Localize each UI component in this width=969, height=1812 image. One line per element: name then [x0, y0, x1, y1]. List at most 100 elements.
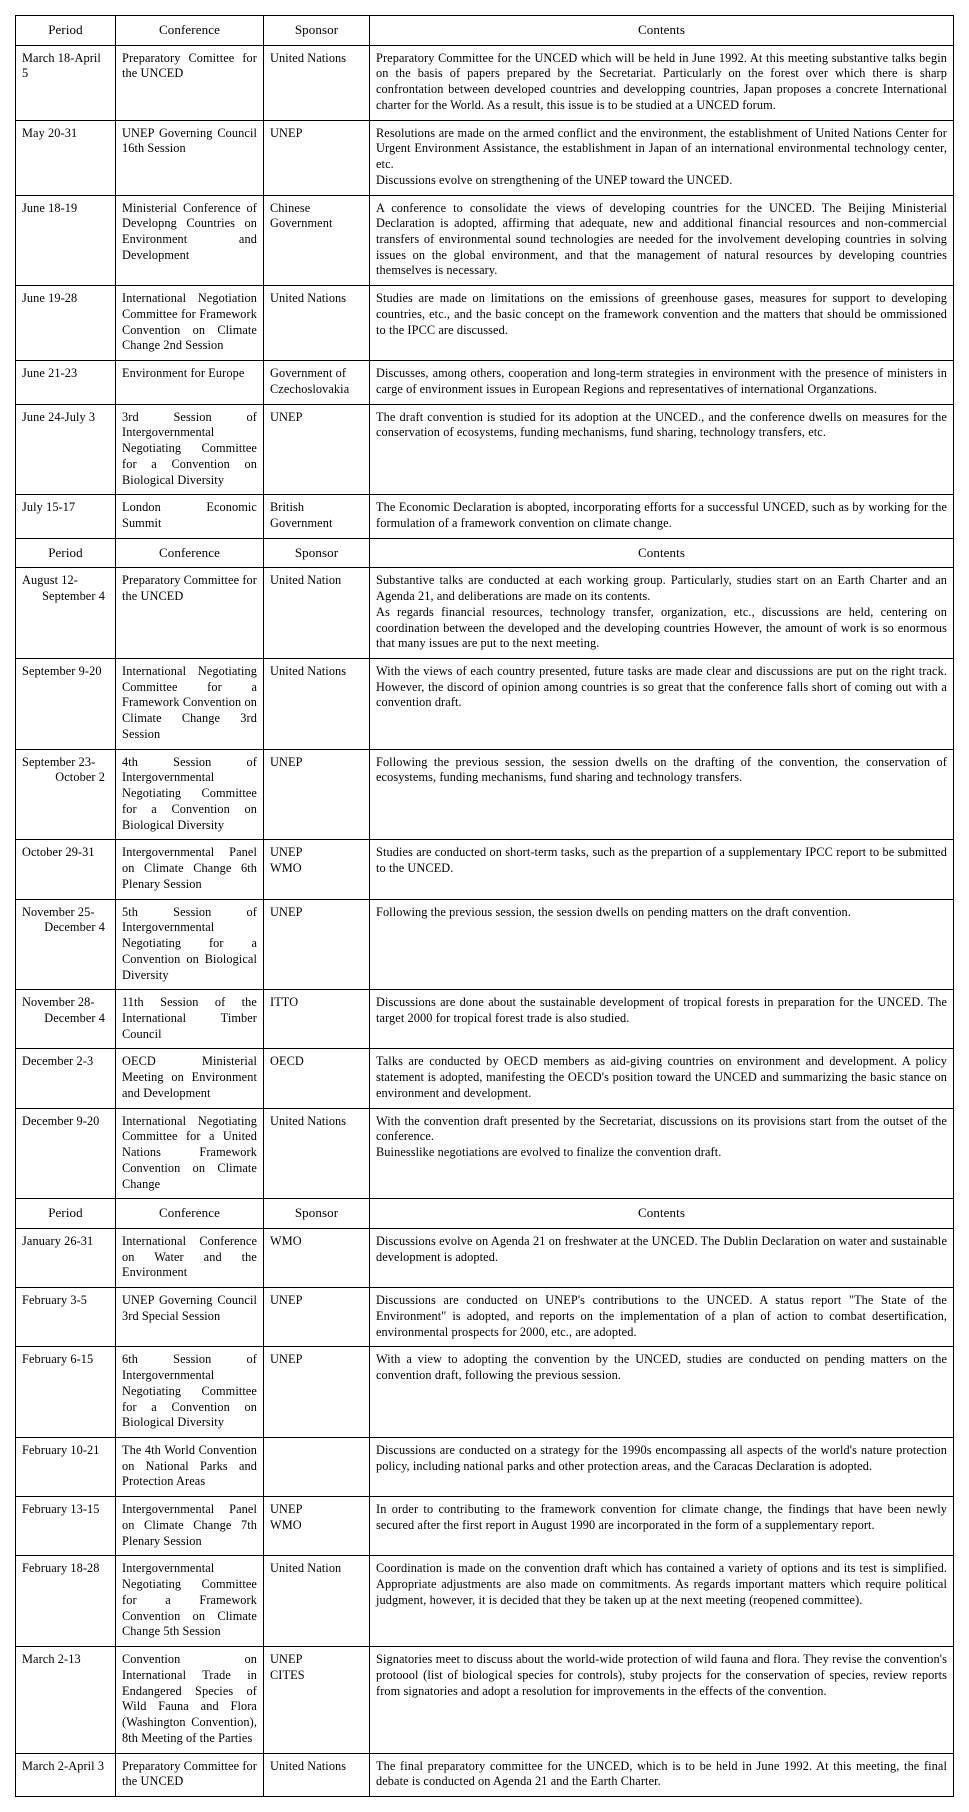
cell-sponsor: United Nations — [264, 659, 370, 750]
col-header-period: Period — [16, 538, 116, 568]
cell-contents: Following the previous session, the sess… — [370, 899, 954, 990]
table-row: November 25-December 45th Session of Int… — [16, 899, 954, 990]
table-row: January 26-31International Conference on… — [16, 1228, 954, 1287]
table-row: June 18-19Ministerial Conference of Deve… — [16, 195, 954, 286]
table-row: February 6-156th Session of Intergovernm… — [16, 1347, 954, 1438]
cell-sponsor: UNEP — [264, 749, 370, 840]
cell-contents: A conference to consolidate the views of… — [370, 195, 954, 286]
cell-period: December 2-3 — [16, 1049, 116, 1108]
cell-contents: Discussions are done about the sustainab… — [370, 990, 954, 1049]
cell-conference: Preparatory Committee for the UNCED — [116, 1753, 264, 1796]
conference-table: PeriodConferenceSponsorContentsMarch 18-… — [15, 15, 954, 1797]
cell-sponsor: United Nations — [264, 1753, 370, 1796]
cell-contents: Substantive talks are conducted at each … — [370, 568, 954, 659]
cell-conference: International Negotiating Committee for … — [116, 659, 264, 750]
cell-period: November 25-December 4 — [16, 899, 116, 990]
cell-contents: Preparatory Committee for the UNCED whic… — [370, 45, 954, 120]
cell-period: June 24-July 3 — [16, 404, 116, 495]
cell-sponsor: UNEPWMO — [264, 1497, 370, 1556]
col-header-contents: Contents — [370, 538, 954, 568]
cell-conference: Intergovernmental Negotiating Committee … — [116, 1556, 264, 1647]
col-header-sponsor: Sponsor — [264, 1199, 370, 1229]
col-header-conference: Conference — [116, 538, 264, 568]
table-row: December 9-20International Negotiating C… — [16, 1108, 954, 1199]
col-header-sponsor: Sponsor — [264, 538, 370, 568]
cell-sponsor: UNEPWMO — [264, 840, 370, 899]
cell-contents: With the views of each country presented… — [370, 659, 954, 750]
cell-sponsor: Government of Czechoslovakia — [264, 361, 370, 404]
col-header-conference: Conference — [116, 16, 264, 46]
cell-conference: 11th Session of the International Timber… — [116, 990, 264, 1049]
cell-conference: Environment for Europe — [116, 361, 264, 404]
cell-sponsor — [264, 1438, 370, 1497]
cell-contents: The draft convention is studied for its … — [370, 404, 954, 495]
cell-contents: Following the previous session, the sess… — [370, 749, 954, 840]
cell-sponsor: UNEP — [264, 120, 370, 195]
cell-contents: Discussions evolve on Agenda 21 on fresh… — [370, 1228, 954, 1287]
cell-period: June 18-19 — [16, 195, 116, 286]
cell-sponsor: UNEP — [264, 899, 370, 990]
cell-contents: In order to contributing to the framewor… — [370, 1497, 954, 1556]
cell-conference: 5th Session of Intergovernmental Negotia… — [116, 899, 264, 990]
table-row: September 23-October 24th Session of Int… — [16, 749, 954, 840]
cell-period: February 18-28 — [16, 1556, 116, 1647]
cell-period: March 18-April 5 — [16, 45, 116, 120]
table-row: November 28-December 411th Session of th… — [16, 990, 954, 1049]
cell-conference: UNEP Governing Council 16th Session — [116, 120, 264, 195]
cell-sponsor: United Nations — [264, 45, 370, 120]
cell-sponsor: United Nation — [264, 568, 370, 659]
cell-period: August 12-September 4 — [16, 568, 116, 659]
col-header-conference: Conference — [116, 1199, 264, 1229]
cell-conference: Ministerial Conference of Developng Coun… — [116, 195, 264, 286]
table-row: December 2-3OECD Ministerial Meeting on … — [16, 1049, 954, 1108]
cell-sponsor: ITTO — [264, 990, 370, 1049]
cell-contents: With the convention draft presented by t… — [370, 1108, 954, 1199]
cell-period: February 13-15 — [16, 1497, 116, 1556]
col-header-period: Period — [16, 1199, 116, 1229]
cell-conference: OECD Ministerial Meeting on Environment … — [116, 1049, 264, 1108]
cell-sponsor: British Government — [264, 495, 370, 538]
cell-contents: Discusses, among others, cooperation and… — [370, 361, 954, 404]
col-header-period: Period — [16, 16, 116, 46]
cell-period: June 19-28 — [16, 286, 116, 361]
cell-sponsor: United Nation — [264, 1556, 370, 1647]
cell-period: February 10-21 — [16, 1438, 116, 1497]
cell-sponsor: UNEP — [264, 1347, 370, 1438]
cell-sponsor: United Nations — [264, 286, 370, 361]
cell-sponsor: Chinese Government — [264, 195, 370, 286]
cell-conference: 6th Session of Intergovernmental Negotia… — [116, 1347, 264, 1438]
cell-contents: Coordination is made on the convention d… — [370, 1556, 954, 1647]
cell-conference: International Conference on Water and th… — [116, 1228, 264, 1287]
table-row: July 15-17London Economic SummitBritish … — [16, 495, 954, 538]
cell-contents: Discussions are conducted on UNEP's cont… — [370, 1288, 954, 1347]
cell-period: July 15-17 — [16, 495, 116, 538]
cell-contents: Resolutions are made on the armed confli… — [370, 120, 954, 195]
cell-conference: Intergovernmental Panel on Climate Chang… — [116, 1497, 264, 1556]
cell-conference: 3rd Session of Intergovernmental Negotia… — [116, 404, 264, 495]
table-header-row: PeriodConferenceSponsorContents — [16, 1199, 954, 1229]
cell-conference: Preparatory Committee for the UNCED — [116, 568, 264, 659]
cell-contents: Studies are conducted on short-term task… — [370, 840, 954, 899]
cell-period: May 20-31 — [16, 120, 116, 195]
table-row: February 3-5UNEP Governing Council 3rd S… — [16, 1288, 954, 1347]
cell-conference: The 4th World Convention on National Par… — [116, 1438, 264, 1497]
cell-period: June 21-23 — [16, 361, 116, 404]
col-header-contents: Contents — [370, 1199, 954, 1229]
table-row: February 13-15Intergovernmental Panel on… — [16, 1497, 954, 1556]
cell-period: September 9-20 — [16, 659, 116, 750]
table-row: May 20-31UNEP Governing Council 16th Ses… — [16, 120, 954, 195]
table-row: February 10-21The 4th World Convention o… — [16, 1438, 954, 1497]
cell-period: March 2-April 3 — [16, 1753, 116, 1796]
cell-period: November 28-December 4 — [16, 990, 116, 1049]
table-row: February 18-28Intergovernmental Negotiat… — [16, 1556, 954, 1647]
cell-contents: The Economic Declaration is abopted, inc… — [370, 495, 954, 538]
cell-conference: Intergovernmental Panel on Climate Chang… — [116, 840, 264, 899]
cell-sponsor: UNEP — [264, 1288, 370, 1347]
cell-contents: Discussions are conducted on a strategy … — [370, 1438, 954, 1497]
cell-conference: UNEP Governing Council 3rd Special Sessi… — [116, 1288, 264, 1347]
cell-period: December 9-20 — [16, 1108, 116, 1199]
table-row: August 12-September 4Preparatory Committ… — [16, 568, 954, 659]
cell-period: February 6-15 — [16, 1347, 116, 1438]
table-row: March 2-April 3Preparatory Committee for… — [16, 1753, 954, 1796]
cell-sponsor: WMO — [264, 1228, 370, 1287]
